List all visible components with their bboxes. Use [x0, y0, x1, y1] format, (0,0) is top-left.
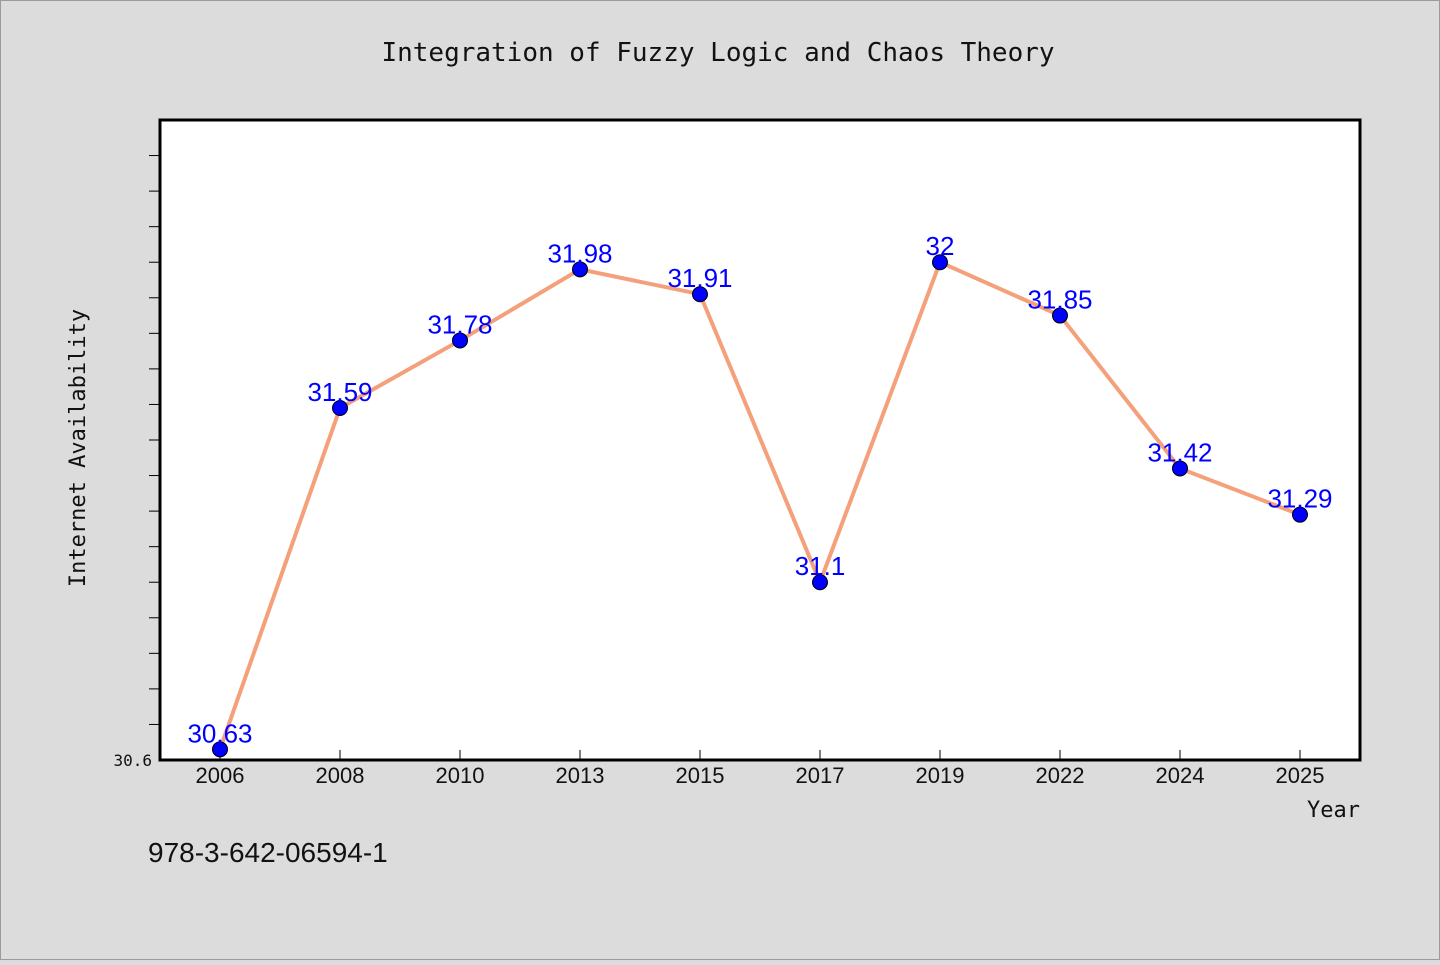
y-axis-ticks: 30.6: [113, 155, 160, 770]
data-label: 31.29: [1267, 484, 1332, 514]
x-tick-label: 2010: [436, 763, 485, 788]
x-tick-label: 2017: [796, 763, 845, 788]
y-tick-label: 30.6: [113, 751, 152, 770]
series-line: [218, 260, 1301, 750]
data-point: [212, 741, 228, 758]
data-label: 32: [926, 231, 955, 261]
data-point: [332, 400, 348, 416]
data-label: 31.78: [427, 309, 492, 339]
data-label: 31.98: [547, 238, 612, 268]
data-point: [692, 286, 708, 303]
chart-title: Integration of Fuzzy Logic and Chaos The…: [381, 38, 1054, 68]
y-axis-label: Internet Availability: [66, 309, 91, 587]
data-point: [812, 574, 828, 591]
x-tick-label: 2022: [1036, 763, 1085, 788]
x-axis-ticks: 2006 2008 2010 2013 2015 2017 2019 2022 2024 2025: [196, 750, 1325, 788]
data-labels: 30.63 31.59 31.78 31.98 31.91 31.1 32 31.85 31.4…: [187, 231, 1332, 748]
data-point: [1052, 307, 1068, 324]
data-label: 31.1: [795, 551, 846, 581]
x-tick-label: 2006: [196, 763, 245, 788]
data-point: [452, 332, 468, 349]
x-tick-label: 2015: [676, 763, 725, 788]
data-point: [572, 261, 588, 278]
data-label: 30.63: [187, 718, 252, 748]
x-tick-label: 2008: [316, 763, 365, 788]
x-tick-label: 2025: [1276, 763, 1325, 788]
x-tick-label: 2013: [556, 763, 605, 788]
data-label: 31.91: [667, 263, 732, 293]
footer-isbn: 978-3-642-06594-1: [148, 837, 388, 868]
data-label: 31.59: [307, 377, 372, 407]
x-tick-label: 2024: [1156, 763, 1205, 788]
data-points: [212, 254, 1308, 758]
data-label: 31.85: [1027, 285, 1092, 315]
data-point: [1292, 506, 1308, 523]
data-label: 31.42: [1147, 437, 1212, 467]
data-point: [1172, 460, 1188, 477]
x-axis-label: Year: [1307, 798, 1360, 823]
data-point: [932, 254, 948, 271]
x-tick-label: 2019: [916, 763, 965, 788]
